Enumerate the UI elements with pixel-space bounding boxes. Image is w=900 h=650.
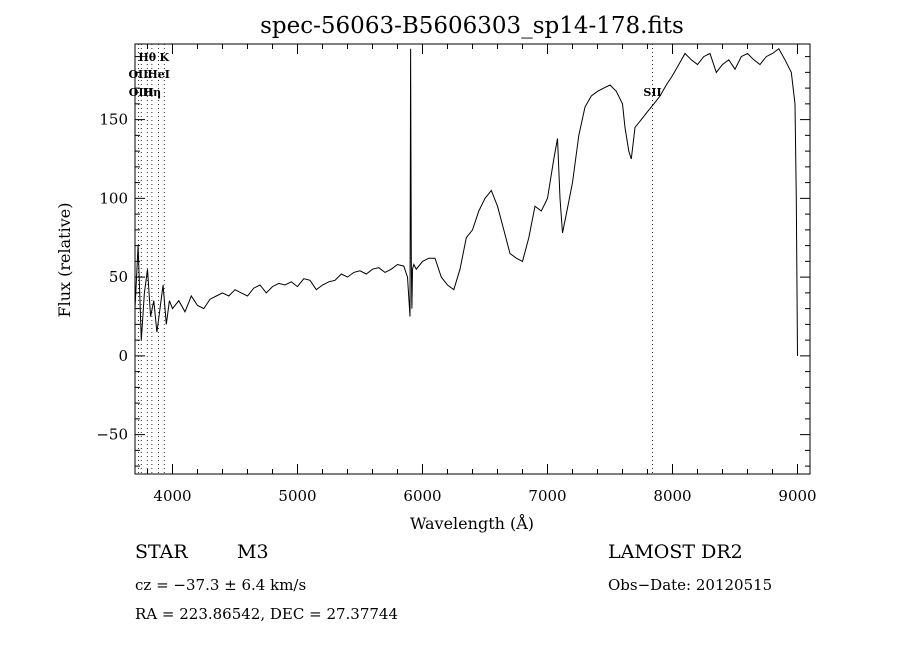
x-tick-label: 6000 <box>403 487 441 505</box>
x-axis-title: Wavelength (Å) <box>410 513 534 533</box>
line-marker-label: Hη <box>143 86 161 99</box>
object-type: STAR <box>135 541 188 563</box>
y-tick-label: 0 <box>118 347 128 365</box>
spectrum-series <box>135 47 798 356</box>
cz-value: cz = −37.3 ± 6.4 km/s <box>135 576 307 594</box>
subclass: M3 <box>237 541 269 563</box>
line-marker-label: K <box>159 51 169 64</box>
y-tick-label: −50 <box>96 426 128 444</box>
x-tick-label: 4000 <box>153 487 191 505</box>
y-tick-label: 50 <box>109 268 128 286</box>
x-tick-label: 5000 <box>278 487 316 505</box>
coordinates: RA = 223.86542, DEC = 27.37744 <box>135 605 399 623</box>
survey-name: LAMOST DR2 <box>608 541 743 563</box>
y-axis-title: Flux (relative) <box>55 203 74 318</box>
line-marker-label: OII <box>128 68 148 81</box>
x-tick-label: 7000 <box>528 487 566 505</box>
y-tick-label: 150 <box>99 111 128 129</box>
x-tick-label: 8000 <box>653 487 691 505</box>
chart-title: spec-56063-B5606303_sp14-178.fits <box>260 13 684 39</box>
line-marker-label: HeI <box>147 68 170 81</box>
spectrum-line <box>135 47 798 356</box>
axis-ticks: 4000 5000 6000 7000 8000 9000 −50 0 50 100 150 <box>96 44 817 505</box>
line-marker-label: SII <box>643 86 661 99</box>
y-tick-label: 100 <box>99 189 128 207</box>
obs-date: Obs−Date: 20120515 <box>608 576 773 594</box>
plot-frame <box>134 43 811 475</box>
x-tick-label: 9000 <box>778 487 816 505</box>
